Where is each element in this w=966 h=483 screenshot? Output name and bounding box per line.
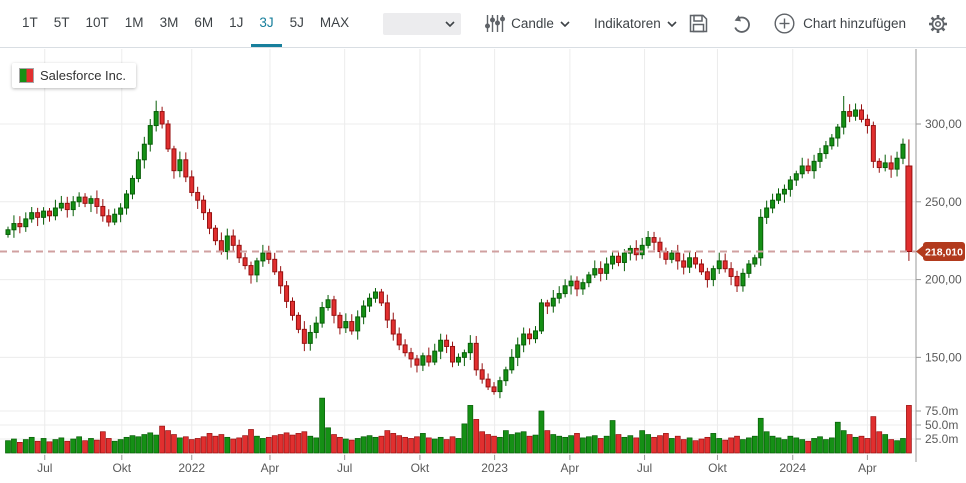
floppy-disk-icon bbox=[689, 14, 708, 33]
range-1M[interactable]: 1M bbox=[117, 0, 152, 47]
svg-text:25.0m: 25.0m bbox=[925, 432, 958, 446]
svg-text:150,00: 150,00 bbox=[925, 350, 962, 364]
axes[interactable]: Jul Okt 2022 Apr Jul Okt 2023 Apr Jul Okt 2024 Apr 3… bbox=[37, 49, 962, 475]
candle-legend-swatch-icon bbox=[19, 68, 34, 83]
chart-area: Salesforce Inc. Jul Okt 2022 Apr Jul Okt 2023 A… bbox=[0, 48, 966, 483]
range-3J[interactable]: 3J bbox=[251, 0, 282, 47]
svg-text:Apr: Apr bbox=[261, 461, 280, 475]
compare-symbol-select[interactable] bbox=[383, 13, 462, 35]
range-3M[interactable]: 3M bbox=[152, 0, 187, 47]
chart-type-label: Candle bbox=[511, 16, 554, 31]
svg-text:2022: 2022 bbox=[178, 461, 205, 475]
svg-text:200,00: 200,00 bbox=[925, 273, 962, 287]
chevron-down-icon bbox=[445, 21, 455, 27]
gear-icon bbox=[929, 14, 947, 33]
range-5J[interactable]: 5J bbox=[282, 0, 312, 47]
instrument-legend[interactable]: Salesforce Inc. bbox=[12, 63, 136, 88]
svg-text:50.0m: 50.0m bbox=[925, 418, 958, 432]
range-MAX[interactable]: MAX bbox=[312, 0, 357, 47]
settings-button[interactable] bbox=[916, 0, 960, 47]
svg-text:2024: 2024 bbox=[779, 461, 806, 475]
svg-text:218,010: 218,010 bbox=[925, 247, 963, 259]
svg-text:75.0m: 75.0m bbox=[925, 404, 958, 418]
undo-button[interactable] bbox=[720, 0, 764, 47]
svg-text:2023: 2023 bbox=[481, 461, 508, 475]
svg-text:Jul: Jul bbox=[637, 461, 652, 475]
chart-toolbar: 1T 5T 10T 1M 3M 6M 1J 3J 5J MAX Candle bbox=[0, 0, 966, 48]
indicators-dropdown[interactable]: Indikatoren bbox=[594, 0, 677, 47]
svg-text:Apr: Apr bbox=[858, 461, 877, 475]
candle-series bbox=[5, 95, 913, 399]
plus-circle-icon bbox=[774, 13, 795, 34]
gridlines bbox=[0, 49, 916, 455]
add-chart-label: Chart hinzufügen bbox=[803, 16, 906, 31]
range-5T[interactable]: 5T bbox=[46, 0, 78, 47]
range-6M[interactable]: 6M bbox=[186, 0, 221, 47]
instrument-name: Salesforce Inc. bbox=[40, 68, 126, 83]
save-chart-button[interactable] bbox=[677, 0, 720, 47]
candlestick-chart-canvas[interactable]: Jul Okt 2022 Apr Jul Okt 2023 Apr Jul Okt 2024 Apr 3… bbox=[0, 48, 966, 483]
chart-type-dropdown[interactable]: Candle bbox=[485, 0, 570, 47]
svg-text:Jul: Jul bbox=[37, 461, 52, 475]
add-chart-button[interactable]: Chart hinzufügen bbox=[764, 0, 916, 47]
svg-text:Okt: Okt bbox=[112, 461, 131, 475]
range-1J[interactable]: 1J bbox=[221, 0, 251, 47]
indicators-label: Indikatoren bbox=[593, 16, 661, 31]
svg-text:300,00: 300,00 bbox=[925, 117, 962, 131]
svg-text:Apr: Apr bbox=[561, 461, 580, 475]
range-1T[interactable]: 1T bbox=[14, 0, 46, 47]
range-10T[interactable]: 10T bbox=[78, 0, 117, 47]
svg-text:250,00: 250,00 bbox=[925, 195, 962, 209]
candle-sliders-icon bbox=[485, 15, 506, 32]
chevron-down-icon bbox=[560, 20, 570, 27]
svg-text:Okt: Okt bbox=[411, 461, 430, 475]
svg-text:Jul: Jul bbox=[337, 461, 352, 475]
last-price-badge: 218,010 bbox=[916, 242, 965, 262]
undo-arrow-icon bbox=[734, 14, 751, 33]
volume-series bbox=[5, 397, 912, 454]
chevron-down-icon bbox=[667, 20, 677, 27]
range-button-group: 1T 5T 10T 1M 3M 6M 1J 3J 5J MAX bbox=[14, 0, 357, 47]
svg-text:Okt: Okt bbox=[708, 461, 727, 475]
